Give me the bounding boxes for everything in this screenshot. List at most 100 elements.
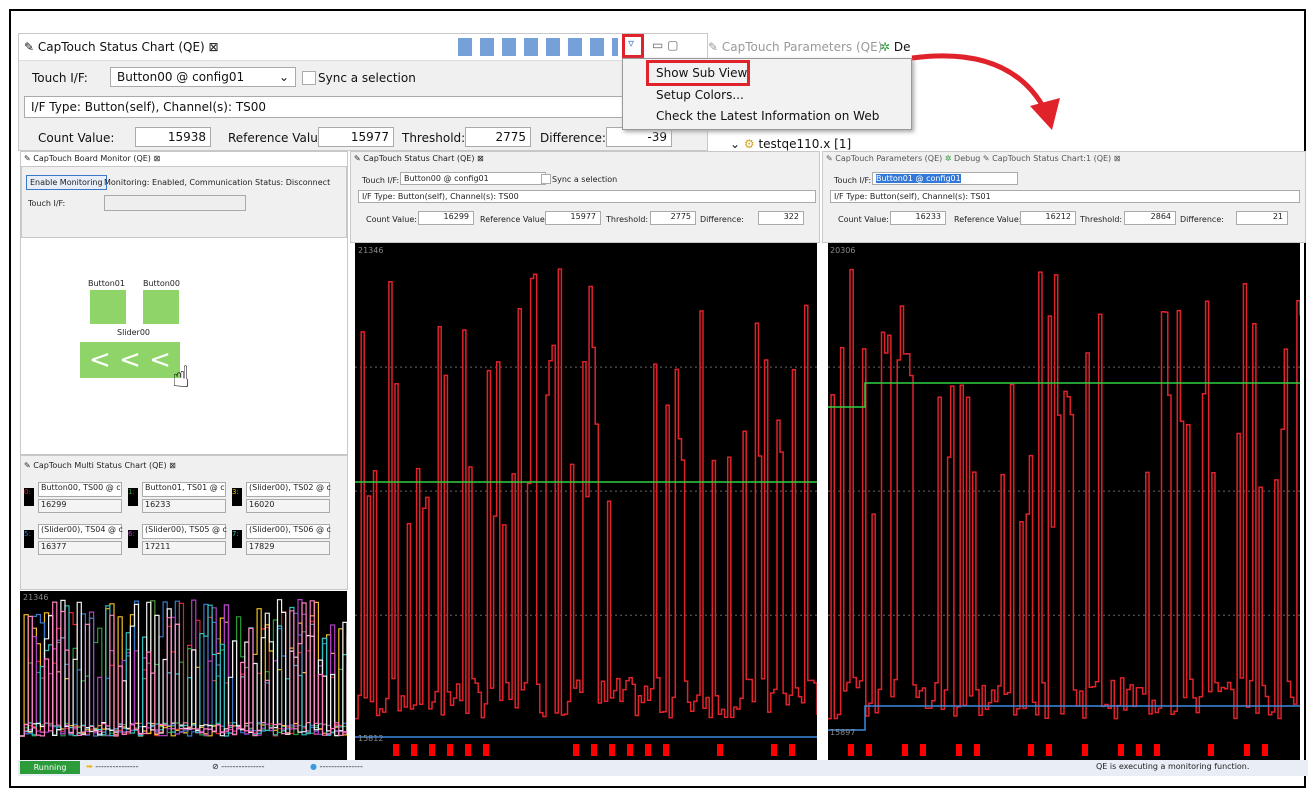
touch-indicator: [1082, 744, 1088, 756]
tab[interactable]: ✲ De: [880, 40, 911, 54]
label: Difference:: [1180, 215, 1224, 224]
label: Reference Value:: [480, 215, 548, 224]
label: Touch I/F:: [28, 199, 66, 208]
touch-indicator: [1118, 744, 1124, 756]
touch-indicator: [1208, 744, 1214, 756]
status-chart: [828, 243, 1300, 760]
combo-box[interactable]: Button00 @ config01: [400, 172, 546, 185]
channel-combo[interactable]: (Slider00), TS06 @ c: [246, 524, 331, 539]
view-menu-button[interactable]: [622, 34, 644, 58]
channel-combo[interactable]: Button00, TS00 @ c: [38, 482, 122, 497]
channel-value: 17829: [246, 541, 330, 555]
channel-index: 6:: [128, 530, 138, 548]
menu-item[interactable]: Check the Latest Information on Web: [656, 109, 880, 123]
frame: [9, 9, 1306, 788]
touch-indicator: [1028, 744, 1034, 756]
channel-combo[interactable]: (Slider00), TS05 @ c: [142, 524, 227, 539]
label: Touch I/F:: [362, 176, 400, 185]
combo-box[interactable]: Button01 @ config01: [872, 172, 1018, 185]
status-message: QE is executing a monitoring function.: [1096, 762, 1250, 771]
tab-label: CapTouch Multi Status Chart (QE): [33, 461, 167, 470]
channel-name: (Slider00), TS06 @ c: [249, 525, 331, 534]
tab[interactable]: ✎ CapTouch Multi Status Chart (QE) ⊠: [24, 461, 176, 470]
touch-indicator: [591, 744, 597, 756]
tab[interactable]: ✎ CapTouch Status Chart (QE) ⊠: [354, 154, 484, 163]
channel-value: 16233: [142, 499, 226, 513]
menu-item[interactable]: Setup Colors...: [656, 88, 744, 102]
combo-value: Button01 @ config01: [876, 174, 961, 183]
window-controls[interactable]: ▭ ▢: [652, 38, 679, 52]
label: Difference:: [540, 131, 606, 145]
touch-indicator: [789, 744, 795, 756]
reference-value: 16212: [1020, 211, 1076, 225]
enable-button[interactable]: Enable Monitoring: [26, 175, 107, 190]
count-value: 15938: [135, 127, 211, 147]
tab[interactable]: ✎ CapTouch Parameters (QE): [708, 40, 883, 54]
dropdown-menu: [622, 58, 912, 130]
channel-name: Button01, TS01 @ c: [145, 483, 225, 492]
channel-combo[interactable]: (Slider00), TS02 @ c: [246, 482, 331, 497]
axis-label: 15812: [358, 734, 384, 743]
threshold-value: 2775: [465, 127, 531, 147]
label: Threshold:: [1080, 215, 1123, 224]
menu-item[interactable]: Show Sub View: [656, 66, 748, 80]
multi-chart: [20, 591, 347, 760]
touch-indicator: [902, 744, 908, 756]
tree-label: testqe110.x [1]: [758, 137, 852, 151]
tab[interactable]: ✎ CapTouch Parameters (QE) ✲ Debug ✎ Cap…: [826, 154, 1121, 163]
slider-widget[interactable]: < < <: [80, 342, 180, 378]
status-text: Monitoring: Enabled, Communication Statu…: [104, 178, 331, 187]
combo-box[interactable]: [104, 195, 246, 211]
channel-index: 0:: [24, 488, 34, 506]
axis-label: 20306: [830, 246, 856, 255]
if-type: I/F Type: Button(self), Channel(s): TS01: [830, 190, 1300, 203]
status-field: ---------------: [221, 762, 265, 771]
signal-line: [20, 600, 347, 737]
channel-combo[interactable]: (Slider00), TS04 @ c: [38, 524, 123, 539]
count-value: 16233: [890, 211, 946, 225]
button-widget[interactable]: [143, 290, 179, 324]
axis-label: 21346: [23, 593, 49, 602]
channel-name: (Slider00), TS02 @ c: [249, 483, 331, 492]
tab-label: CapTouch Status Chart:1 (QE): [992, 154, 1112, 163]
touch-indicator: [447, 744, 453, 756]
signal-line: [355, 268, 817, 720]
label: Threshold:: [606, 215, 649, 224]
label: Touch I/F:: [32, 71, 88, 85]
channel-index: 1:: [128, 488, 138, 506]
count-value: 16299: [418, 211, 474, 225]
channel-index: 3:: [232, 488, 242, 506]
tree-item[interactable]: ⌄ ⚙ testqe110.x [1]: [730, 137, 852, 151]
touch-indicator: [573, 744, 579, 756]
touch-indicator: [1154, 744, 1160, 756]
widget-label: Slider00: [117, 328, 150, 337]
label: Reference Value:: [954, 215, 1022, 224]
touch-indicator: [429, 744, 435, 756]
label: Touch I/F:: [834, 176, 872, 185]
combo-box[interactable]: Button00 @ config01 ⌄: [110, 67, 296, 87]
reference-value: 15977: [318, 127, 394, 147]
arrow-curve: [911, 53, 1048, 112]
checkbox[interactable]: [302, 71, 316, 85]
arrow-head: [1030, 98, 1060, 130]
channel-name: (Slider00), TS05 @ c: [145, 525, 227, 534]
widget-label: Button00: [143, 279, 180, 288]
touch-indicator: [956, 744, 962, 756]
checkbox[interactable]: [541, 174, 551, 184]
tab-label: CapTouch Parameters (QE): [835, 154, 943, 163]
touch-indicator: [771, 744, 777, 756]
hand-cursor: ☝: [172, 360, 191, 395]
difference-value: 322: [758, 211, 804, 225]
axis-label: 15897: [830, 728, 856, 737]
touch-indicator: [411, 744, 417, 756]
tab[interactable]: ✎ CapTouch Status Chart (QE) ⊠: [24, 40, 219, 54]
tab-label: Debug: [954, 154, 981, 163]
checkbox-label: Sync a selection: [552, 175, 618, 184]
tab[interactable]: ✎ CapTouch Board Monitor (QE) ⊠: [24, 154, 161, 163]
channel-combo[interactable]: Button01, TS01 @ c: [142, 482, 226, 497]
button-widget[interactable]: [90, 290, 126, 324]
toolbar-icons[interactable]: [458, 38, 618, 56]
threshold-value: 2775: [650, 211, 696, 225]
status-chart: [355, 243, 817, 760]
